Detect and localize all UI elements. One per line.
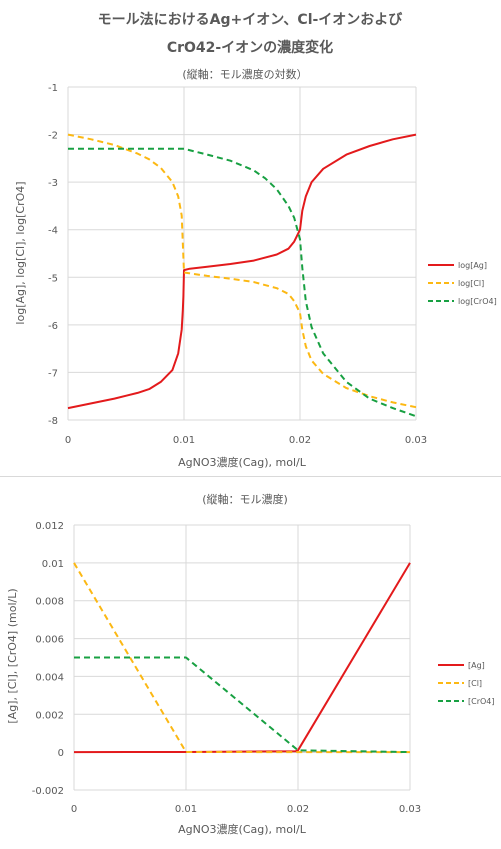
- x-tick-label: 0.02: [289, 435, 311, 446]
- y-tick-label: -6: [48, 321, 58, 332]
- y-tick-label: -8: [48, 416, 58, 427]
- legend: [Ag] [Cl] [CrO4]: [438, 661, 495, 706]
- series-lines: [73, 562, 411, 754]
- series-line-0: [67, 133, 417, 410]
- series-line-1: [73, 562, 410, 754]
- y-tick-label: 0.008: [35, 597, 64, 608]
- series-line-2: [68, 147, 417, 418]
- y-tick-labels: -1 -2 -3 -4 -5 -6 -7 -8: [48, 83, 58, 427]
- x-tick-label: 0.01: [173, 435, 195, 446]
- y-tick-label: -4: [48, 226, 58, 237]
- y-tick-label: 0: [58, 748, 64, 759]
- legend-label: [Cl]: [468, 679, 482, 688]
- chart-title: (縦軸：モル濃度): [202, 492, 288, 506]
- series-line-2: [74, 656, 411, 754]
- x-axis-label: AgNO3濃度(Cag), mol/L: [178, 455, 307, 469]
- x-tick-label: 0.03: [399, 804, 421, 815]
- legend-label: log[CrO4]: [458, 297, 497, 306]
- y-tick-label: 0.006: [35, 635, 64, 646]
- y-tick-label: -7: [48, 368, 58, 379]
- legend-label: [Ag]: [468, 661, 485, 670]
- y-tick-label: -1: [48, 83, 58, 94]
- y-tick-label: -5: [48, 273, 58, 284]
- x-tick-label: 0.02: [287, 804, 309, 815]
- legend-label: log[Cl]: [458, 279, 484, 288]
- chart-subtitle: (縦軸：モル濃度の対数）: [182, 67, 307, 81]
- legend-label: [CrO4]: [468, 697, 495, 706]
- log-concentration-chart: モール法におけるAg+イオン、Cl-イオンおよび CrO42-イオンの濃度変化 …: [14, 11, 497, 469]
- legend: log[Ag] log[Cl] log[CrO4]: [428, 261, 497, 306]
- legend-label: log[Ag]: [458, 261, 487, 270]
- y-tick-label: -2: [48, 131, 58, 142]
- gridlines: [73, 524, 411, 791]
- x-tick-label: 0.03: [405, 435, 427, 446]
- x-tick-label: 0.01: [175, 804, 197, 815]
- y-tick-label: -0.002: [32, 786, 64, 797]
- y-tick-label: 0.012: [35, 521, 64, 532]
- x-tick-labels: 0 0.01 0.02 0.03: [65, 435, 427, 446]
- y-tick-label: 0.002: [35, 710, 64, 721]
- x-axis-label: AgNO3濃度(Cag), mol/L: [178, 822, 307, 836]
- y-tick-label: 0.01: [42, 559, 64, 570]
- y-axis-label: [Ag], [Cl], [CrO4] (mol/L): [6, 588, 19, 723]
- y-axis-label: log[Ag], log[Cl], log[CrO4]: [14, 181, 27, 324]
- y-tick-label: -3: [48, 178, 58, 189]
- x-tick-labels: 0 0.01 0.02 0.03: [71, 804, 421, 815]
- y-tick-labels: 0.012 0.01 0.008 0.006 0.004 0.002 0 -0.002: [32, 521, 64, 797]
- x-tick-label: 0: [65, 435, 71, 446]
- chart-title-line-2: CrO42-イオンの濃度変化: [167, 39, 333, 56]
- series-line-0: [73, 562, 411, 754]
- x-tick-label: 0: [71, 804, 77, 815]
- gridlines: [67, 86, 417, 421]
- y-tick-label: 0.004: [35, 672, 64, 683]
- chart-title-line-1: モール法におけるAg+イオン、Cl-イオンおよび: [98, 11, 404, 28]
- series-lines: [67, 133, 417, 418]
- series-line-1: [67, 133, 417, 409]
- chart-divider: [0, 476, 501, 477]
